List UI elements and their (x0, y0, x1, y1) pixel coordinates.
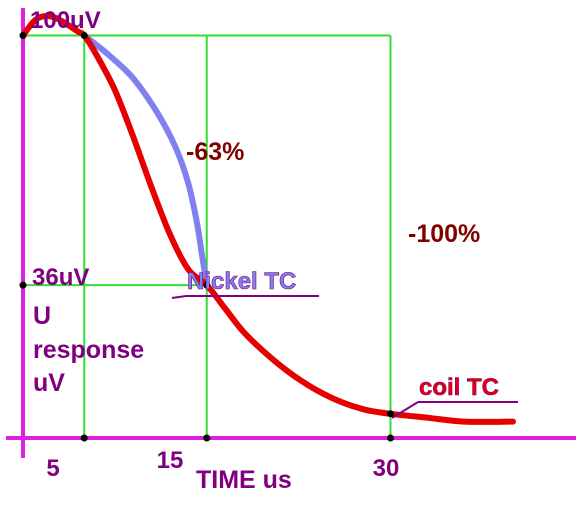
axes (6, 8, 576, 458)
marker-axis-30us (387, 434, 394, 442)
marker-15us-36 (203, 281, 211, 289)
y-axis-title-line-1: U (33, 302, 51, 330)
x-tick-label-5: 5 (46, 455, 59, 482)
series-label-coil-tc: coil TC (419, 374, 499, 401)
series-label-nickel-tc-leader (171, 295, 187, 299)
x-tick-label-15: 15 (157, 447, 184, 474)
y-axis-title-line-2: response (33, 336, 144, 364)
marker-axis-15us (203, 434, 211, 442)
y-axis-title-line-3: uV (33, 369, 65, 397)
point-markers (19, 32, 394, 442)
marker-30us-end (387, 410, 394, 418)
series-nickel-tc-line (81, 32, 210, 289)
annotation-minus-63-percent: -63% (186, 138, 244, 166)
guide-lines (23, 34, 392, 438)
annotation-minus-100-percent: -100% (408, 220, 480, 248)
marker-5us-100 (80, 32, 88, 39)
x-axis-title: TIME us (196, 466, 292, 494)
x-tick-label-30: 30 (373, 455, 400, 482)
series-coil-tc-line (20, 13, 516, 425)
marker-axis-5us (80, 434, 88, 442)
series-label-coil-tc-leader (391, 401, 419, 419)
marker-origin-100 (19, 32, 27, 39)
marker-origin-36 (19, 281, 27, 289)
curves (20, 13, 516, 425)
y-label-100uv: 100uV (30, 7, 101, 34)
series-label-nickel-tc: Nickel TC (187, 268, 296, 295)
y-label-36uv: 36uV (32, 264, 89, 291)
